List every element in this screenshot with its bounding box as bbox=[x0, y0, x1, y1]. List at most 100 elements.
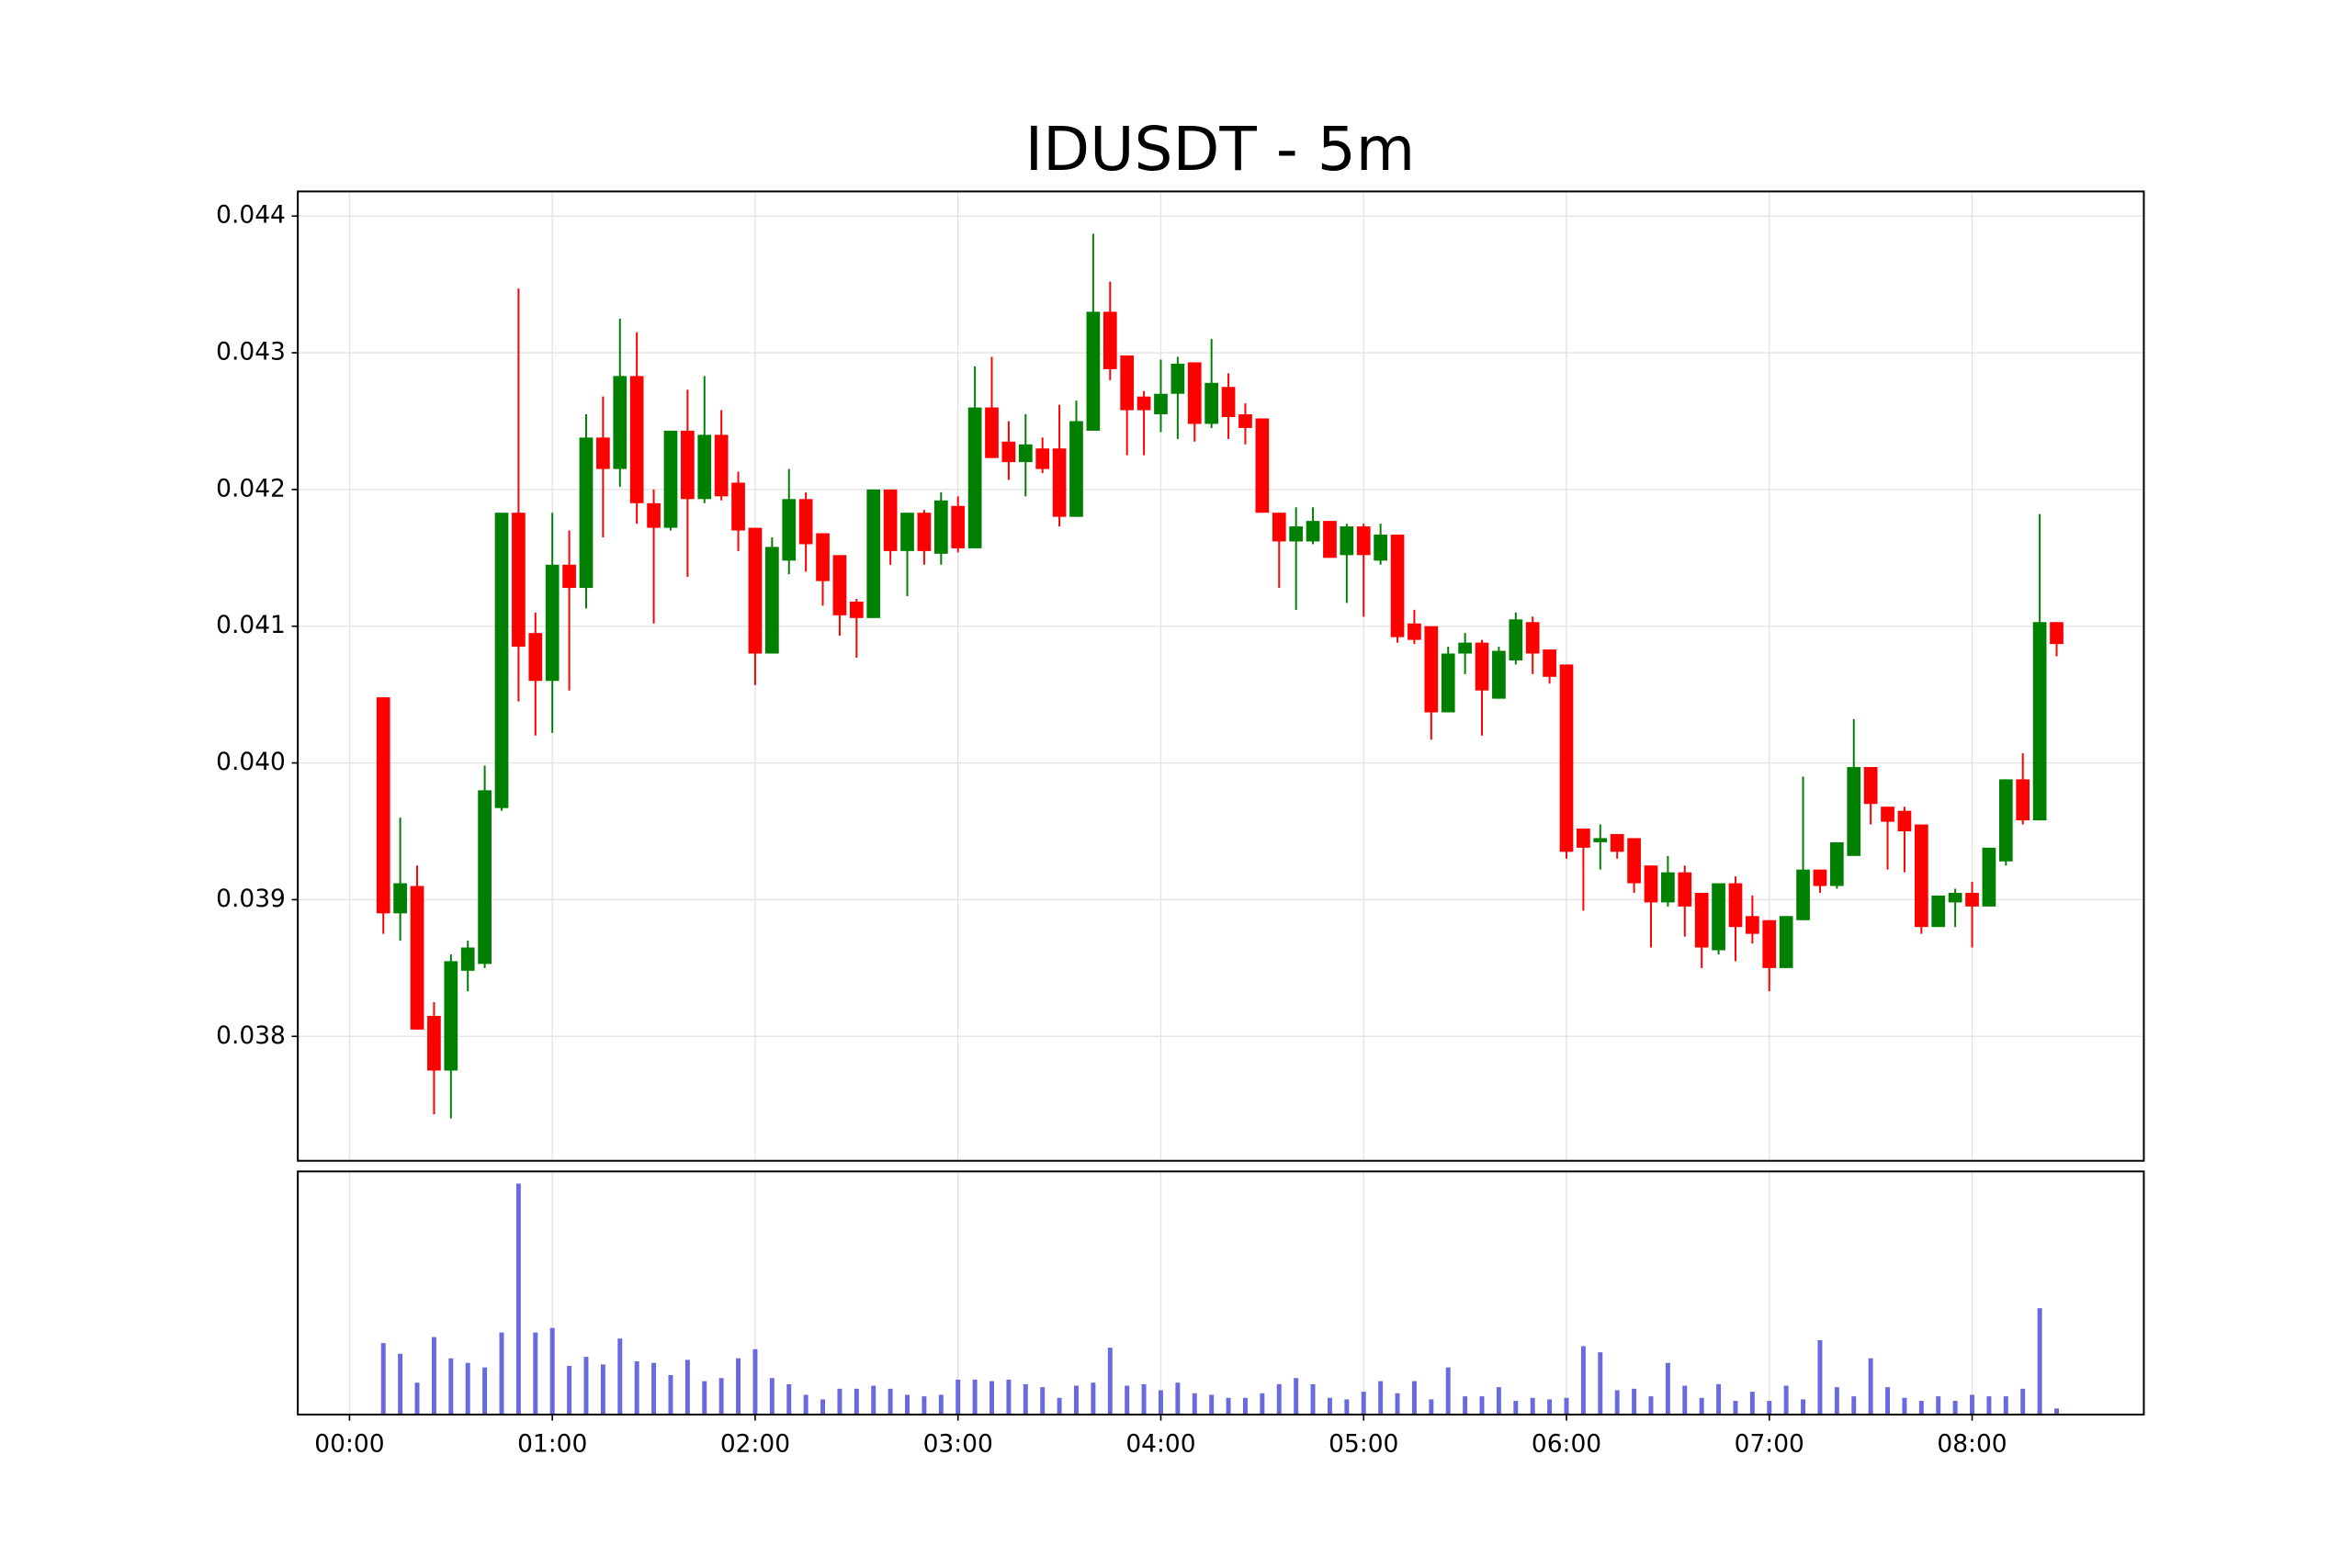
volume-bar bbox=[972, 1379, 978, 1415]
candle-body bbox=[1982, 847, 1996, 907]
x-tick-label: 07:00 bbox=[1735, 1430, 1804, 1459]
candle-body bbox=[2032, 622, 2047, 821]
candle-body bbox=[1914, 824, 1928, 928]
volume-bar bbox=[956, 1379, 961, 1415]
candle-body bbox=[1356, 526, 1371, 556]
candle-body bbox=[444, 961, 458, 1071]
candle-body bbox=[1525, 622, 1540, 654]
candle-body bbox=[1863, 767, 1878, 805]
candle-body bbox=[1813, 869, 1827, 886]
candle-body bbox=[1712, 883, 1725, 951]
volume-bar bbox=[1242, 1397, 1248, 1415]
x-tick-label: 01:00 bbox=[517, 1430, 587, 1459]
candle-body bbox=[1255, 418, 1270, 513]
volume-bar bbox=[1632, 1388, 1637, 1415]
candle-body bbox=[1593, 838, 1608, 842]
candle-body bbox=[985, 407, 999, 458]
volume-bar bbox=[820, 1399, 826, 1415]
volume-bar bbox=[634, 1361, 639, 1415]
volume-bar bbox=[2054, 1408, 2059, 1415]
volume-bar bbox=[600, 1364, 605, 1415]
candle-body bbox=[1018, 444, 1033, 463]
volume-bar bbox=[1141, 1383, 1147, 1415]
x-tick-label: 06:00 bbox=[1532, 1430, 1601, 1459]
candle-body bbox=[1475, 642, 1489, 691]
volume-bar bbox=[567, 1366, 572, 1415]
volume-bar bbox=[1716, 1383, 1722, 1415]
candle-body bbox=[731, 482, 745, 531]
candle-body bbox=[849, 601, 864, 618]
volume-bar bbox=[1294, 1378, 1299, 1415]
volume-bar bbox=[1614, 1390, 1620, 1415]
candle-body bbox=[596, 437, 610, 469]
candle-body bbox=[579, 437, 594, 589]
volume-bar bbox=[1395, 1393, 1400, 1415]
volume-bar bbox=[651, 1362, 657, 1415]
volume-bar bbox=[1580, 1346, 1586, 1415]
candle-body bbox=[1829, 841, 1844, 886]
volume-bar bbox=[1885, 1387, 1891, 1415]
volume-bar bbox=[1344, 1399, 1350, 1415]
volume-bar bbox=[1868, 1358, 1873, 1415]
candle-body bbox=[613, 376, 628, 469]
candle-body bbox=[1627, 838, 1641, 884]
y-tick-label: 0.039 bbox=[216, 885, 286, 913]
candle-body bbox=[2050, 622, 2064, 645]
volume-bar bbox=[1057, 1397, 1062, 1415]
candle-body bbox=[1948, 892, 1962, 903]
candle-body bbox=[1035, 448, 1050, 469]
candle-body bbox=[1577, 829, 1590, 848]
candle-body bbox=[393, 883, 407, 914]
candle-body bbox=[1340, 526, 1354, 556]
candle-body bbox=[1390, 535, 1405, 637]
candle-body bbox=[376, 697, 390, 914]
volume-bar bbox=[1817, 1339, 1823, 1415]
volume-bar bbox=[1801, 1399, 1806, 1415]
volume-bar bbox=[1006, 1379, 1012, 1415]
candle-body bbox=[764, 547, 779, 654]
candle-body bbox=[832, 555, 847, 615]
volume-bar bbox=[1479, 1396, 1485, 1415]
candle-body bbox=[410, 886, 424, 1030]
volume-bar bbox=[1564, 1397, 1569, 1415]
volume-bar bbox=[515, 1183, 521, 1415]
volume-bar bbox=[1445, 1367, 1451, 1415]
volume-bar bbox=[1834, 1387, 1839, 1415]
volume-bar bbox=[380, 1343, 386, 1415]
volume-bar bbox=[1733, 1401, 1738, 1415]
candle-body bbox=[1492, 650, 1506, 699]
candle-body bbox=[1086, 311, 1101, 431]
candle-body bbox=[917, 513, 932, 551]
candle-body bbox=[1424, 626, 1439, 713]
volume-bar bbox=[1496, 1387, 1501, 1415]
candle-body bbox=[1897, 810, 1912, 831]
volume-bar bbox=[752, 1348, 758, 1415]
volume-bar bbox=[1986, 1396, 1992, 1415]
volume-bar bbox=[1547, 1399, 1553, 1415]
volume-bar bbox=[1598, 1352, 1603, 1415]
volume-bar bbox=[989, 1381, 994, 1415]
volume-bar bbox=[1648, 1396, 1654, 1415]
y-tick-label: 0.043 bbox=[216, 338, 286, 367]
volume-bar bbox=[448, 1358, 454, 1415]
volume-bar bbox=[1918, 1401, 1924, 1415]
candle-body bbox=[1728, 883, 1743, 928]
candle-body bbox=[663, 430, 678, 528]
x-tick-label: 05:00 bbox=[1329, 1430, 1398, 1459]
volume-bar bbox=[549, 1327, 555, 1415]
volume-bar bbox=[854, 1388, 859, 1415]
candle-body bbox=[1509, 619, 1523, 660]
plot-frame bbox=[297, 190, 2145, 1162]
y-tick-label: 0.038 bbox=[216, 1021, 286, 1050]
volume-bar bbox=[769, 1378, 775, 1415]
candle-body bbox=[1136, 396, 1151, 411]
candle-body bbox=[2016, 779, 2030, 821]
candle-body bbox=[967, 407, 982, 548]
candle-body bbox=[1306, 521, 1320, 542]
x-tick-label: 00:00 bbox=[314, 1430, 384, 1459]
candle-body bbox=[1694, 892, 1709, 948]
volume-bar bbox=[1970, 1394, 1975, 1415]
